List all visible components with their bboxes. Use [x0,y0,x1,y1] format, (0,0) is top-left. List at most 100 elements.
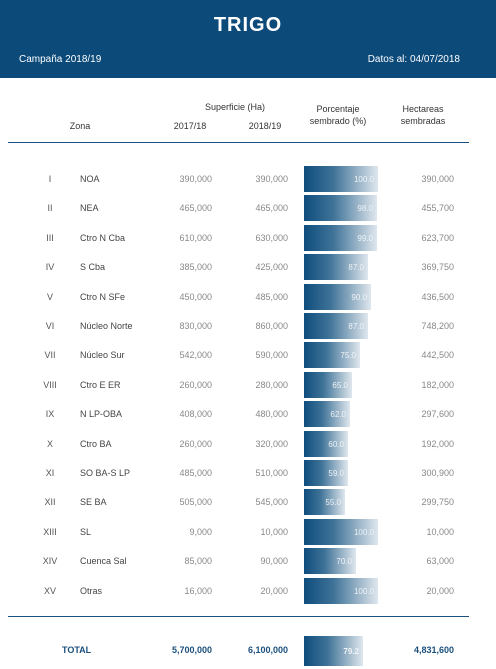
hectares-value: 390,000 [421,174,454,184]
surface-2017-value: 485,000 [179,468,212,478]
hectares-value: 748,200 [421,321,454,331]
table-row: XIII SL 9,000 10,000 100.0 10,000 [0,518,496,547]
percent-bar: 75.0 [304,342,360,369]
surface-2018-value: 320,000 [255,438,288,449]
hectares-value: 300,900 [421,468,454,478]
zone-number: XIV [42,556,58,567]
zone-number: II [47,203,53,214]
table-row: V Ctro N SFe 450,000 485,000 90.0 436,500 [0,283,496,312]
surface-2018-value: 485,000 [255,291,288,302]
surface-2017-value: 390,000 [179,174,212,184]
surface-2017-value: 505,000 [179,497,212,508]
surface-2018-value: 630,000 [255,232,288,243]
percent-value: 100.0 [353,175,374,184]
surface-2017-value: 542,000 [179,350,212,361]
surface-2018-value: 10,000 [260,526,288,537]
percent-value: 99.0 [357,233,373,243]
surface-2018-value: 20,000 [260,585,288,596]
zone-number: VI [45,321,55,331]
surface-2017-value: 450,000 [179,291,212,302]
table-row: X Ctro BA 260,000 320,000 60.0 192,000 [0,430,496,459]
hectares-value: 192,000 [421,438,454,449]
table-row: VII Núcleo Sur 542,000 590,000 75.0 442,500 [0,341,496,370]
surface-2017-value: 408,000 [179,409,212,420]
percent-value: 62.0 [330,410,346,420]
surface-header: Superficie (Ha) [204,102,266,112]
percent-bar: 59.0 [304,460,348,486]
total-hectares: 4,831,600 [413,645,454,655]
zone-number: X [46,438,53,449]
percent-value: 100.0 [353,527,374,537]
table-row: III Ctro N Cba 610,000 630,000 99.0 623,700 [0,224,496,253]
table-row: XI SO BA-S LP 485,000 510,000 59.0 300,900 [0,459,496,488]
percent-bar: 98.0 [304,195,377,222]
table-row: IX N LP-OBA 408,000 480,000 62.0 297,600 [0,400,496,429]
percent-bar: 87.0 [304,313,368,339]
zone-name: N LP-OBA [80,409,123,420]
zone-number: VIII [43,379,57,390]
zone-name: NEA [80,203,99,214]
zone-name: Ctro E ER [80,379,121,390]
hectares-value: 20,000 [426,585,454,596]
zone-name: Otras [80,585,103,596]
percent-bar: 87.0 [304,254,368,281]
percent-value: 90.0 [351,292,367,302]
surface-2018-value: 465,000 [255,203,288,214]
zone-number: XV [43,585,56,596]
percent-value: 87.0 [348,263,364,273]
zone-name: Ctro N Cba [80,232,126,243]
year-a-header: 2017/18 [173,121,207,131]
zone-name: NOA [80,174,100,184]
surface-2017-value: 260,000 [179,438,212,449]
percent-bar: 99.0 [304,224,377,251]
percent-value: 100.0 [353,586,374,596]
zone-name: Ctro N SFe [80,291,126,302]
hectares-value: 297,600 [421,409,454,420]
hectares-header-line2: sembradas [400,116,446,126]
surface-2018-value: 90,000 [260,556,288,567]
zone-number: XIII [43,526,57,537]
hectares-value: 436,500 [421,291,454,302]
total-percent-value: 79.2 [343,647,359,656]
percent-bar: 100.0 [304,577,378,604]
percent-bar: 60.0 [304,430,348,457]
total-row: TOTAL 5,700,000 6,100,000 79.2 4,831,600 [0,636,496,666]
zone-number: V [46,291,53,302]
surface-2017-value: 830,000 [179,321,212,331]
percent-value: 55.0 [325,498,341,508]
percent-value: 70.0 [336,557,352,567]
zone-number: VII [44,350,56,361]
zone-name: S Cba [80,262,106,273]
surface-2017-value: 260,000 [179,379,212,390]
hectares-value: 455,700 [421,203,454,214]
table-row: XV Otras 16,000 20,000 100.0 20,000 [0,577,496,606]
surface-2017-value: 16,000 [184,585,212,596]
surface-2018-value: 510,000 [255,468,288,478]
page-title: TRIGO [213,14,283,36]
table-row: I NOA 390,000 390,000 100.0 390,000 [0,165,496,194]
zone-number: XI [45,468,55,478]
hectares-value: 182,000 [421,379,454,390]
zone-name: Cuenca Sal [80,556,127,567]
hectares-value: 299,750 [421,497,454,508]
percent-bar: 65.0 [304,371,352,398]
hectares-value: 623,700 [421,232,454,243]
surface-2018-value: 590,000 [255,350,288,361]
data-date-label: Datos al: 04/07/2018 [367,54,460,65]
percent-bar: 100.0 [304,166,378,192]
zone-number: III [46,232,54,243]
percent-header: Porcentaje sembrado (%) [300,103,376,127]
table-row: IV S Cba 385,000 425,000 87.0 369,750 [0,253,496,282]
surface-2018-value: 425,000 [255,262,288,273]
percent-bar: 90.0 [304,283,371,310]
year-b-header: 2018/19 [248,121,282,131]
percent-value: 59.0 [328,469,344,478]
header-banner: TRIGO Campaña 2018/19 Datos al: 04/07/20… [0,0,496,78]
total-divider [8,616,469,617]
zone-name: SE BA [80,497,107,508]
hectares-value: 63,000 [426,556,454,567]
zone-number: XII [44,497,56,508]
table-row: VIII Ctro E ER 260,000 280,000 65.0 182,000 [0,371,496,400]
surface-2018-value: 280,000 [255,379,288,390]
percent-value: 98.0 [357,204,373,214]
